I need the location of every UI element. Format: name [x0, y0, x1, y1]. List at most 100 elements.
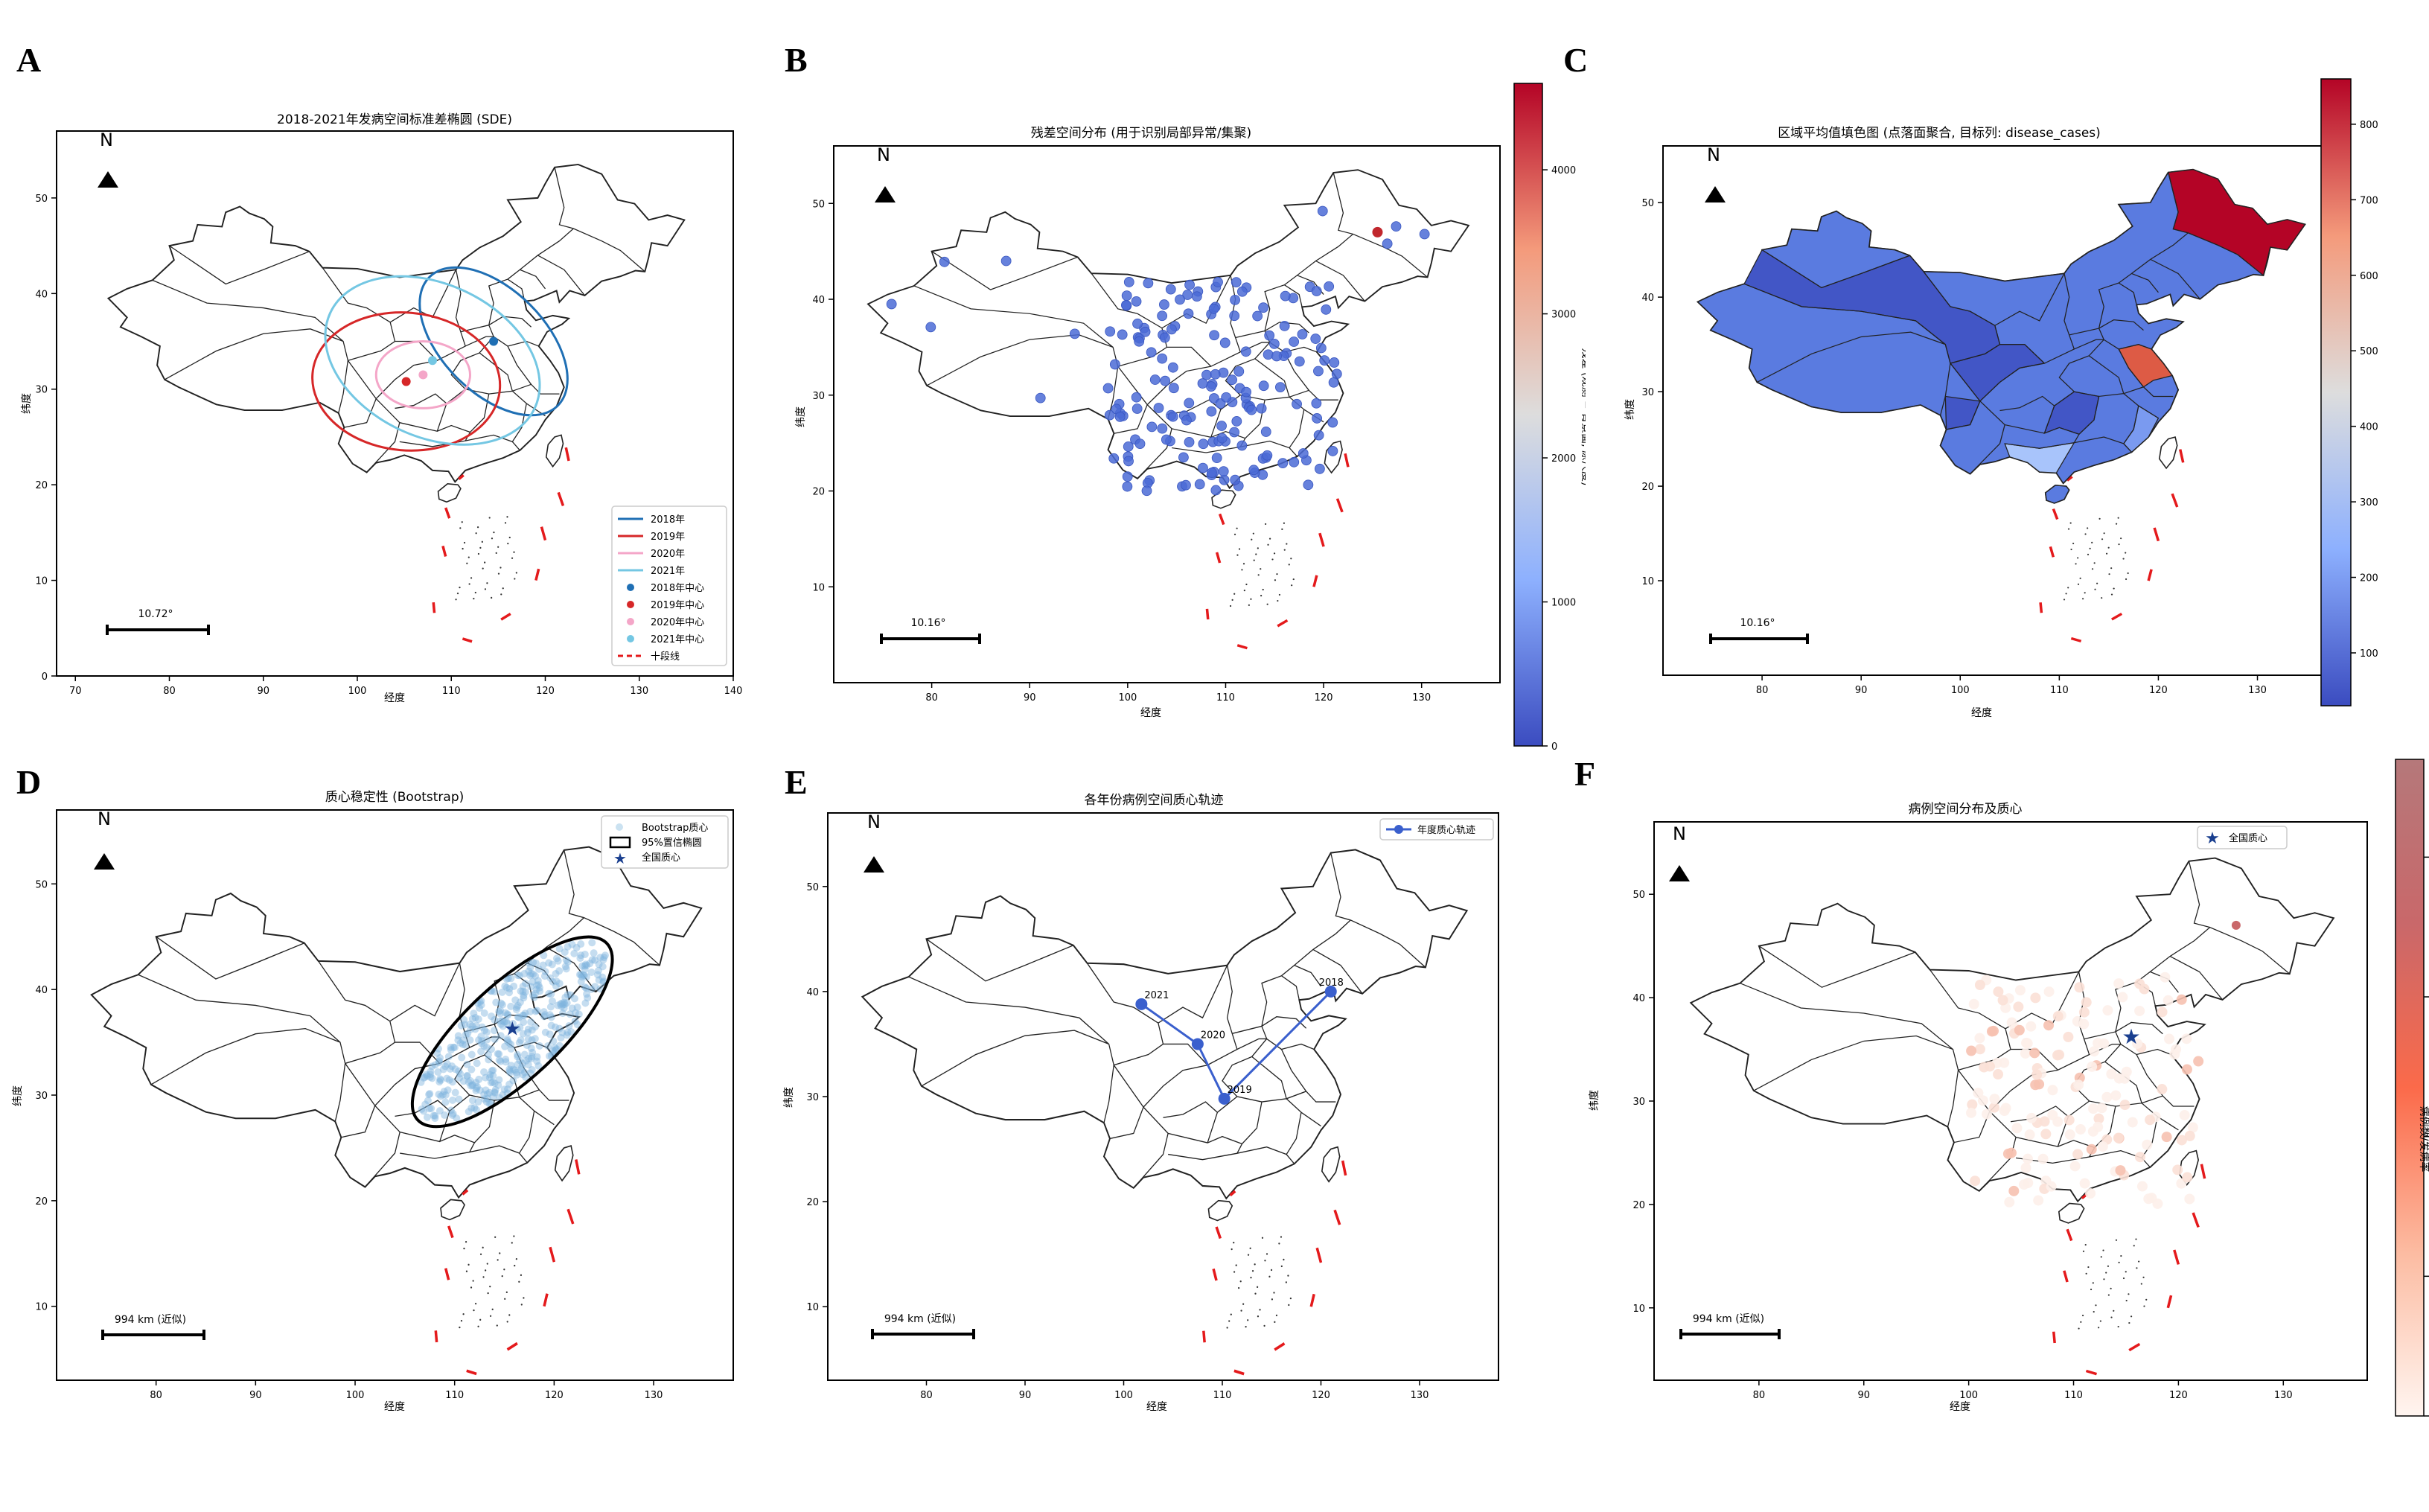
bootstrap-centroid: [457, 1021, 465, 1030]
residual-point: [1131, 403, 1143, 414]
bootstrap-centroid: [467, 1104, 476, 1112]
island-dot: [1290, 558, 1292, 560]
panel-c-filled-regions: [1698, 170, 2305, 503]
bootstrap-centroid: [509, 1020, 517, 1028]
case-point: [2078, 1007, 2090, 1018]
island-dot: [2115, 523, 2118, 525]
bootstrap-centroid: [529, 958, 537, 966]
bootstrap-centroid: [532, 986, 540, 994]
bootstrap-centroid: [532, 1007, 540, 1015]
island-dot: [1255, 553, 1257, 555]
island-dot: [2093, 562, 2096, 564]
panel-c-title: 区域平均值填色图 (点落面聚合, 目标列: disease_cases): [1778, 126, 2101, 141]
province-borders: [909, 853, 1426, 1188]
x-tick-label: 90: [249, 1390, 262, 1401]
residual-point: [1134, 438, 1146, 449]
residual-point: [939, 256, 950, 267]
bootstrap-centroid: [466, 1036, 474, 1044]
bootstrap-centroid: [514, 1013, 522, 1021]
residual-point: [1210, 485, 1222, 496]
bootstrap-centroid: [485, 1050, 493, 1059]
x-tick-label: 100: [1118, 692, 1137, 704]
case-point: [2087, 1061, 2098, 1072]
island-dot: [2130, 1315, 2133, 1318]
bootstrap-centroid: [588, 956, 596, 964]
y-tick-label: 10: [1632, 1304, 1645, 1315]
bootstrap-centroid: [456, 1074, 464, 1082]
bootstrap-centroid: [547, 1013, 555, 1021]
taiwan-outline: [555, 1146, 573, 1181]
island-dot: [2108, 573, 2110, 575]
bootstrap-centroid: [584, 994, 592, 1002]
bootstrap-centroid: [501, 1042, 509, 1050]
island-dot: [1261, 1237, 1264, 1239]
bootstrap-centroid: [558, 1009, 566, 1018]
bootstrap-centroid: [497, 1007, 505, 1015]
island-dot: [1226, 1327, 1228, 1329]
bootstrap-centroid: [505, 1039, 513, 1047]
colorbar-gradient: [1513, 83, 1543, 747]
island-dot: [1288, 1304, 1290, 1307]
island-dot: [484, 588, 487, 590]
case-point: [2110, 1090, 2122, 1101]
bootstrap-centroid: [534, 1062, 543, 1070]
panel-d-x-ticks: 80 90 100 110 120 130: [150, 1380, 663, 1401]
island-dot: [497, 1259, 499, 1261]
case-point: [2075, 1123, 2086, 1135]
bootstrap-centroid: [570, 995, 578, 1003]
island-dot: [2125, 1299, 2128, 1302]
island-dot: [1254, 1292, 1257, 1295]
island-dot: [459, 1326, 461, 1329]
bootstrap-centroid: [425, 1091, 433, 1099]
legend-item: 2021年中心: [651, 634, 704, 645]
panel-d-north-label: N: [98, 808, 111, 829]
bootstrap-centroid: [579, 971, 587, 979]
residual-point: [1256, 403, 1267, 414]
island-dot: [1287, 1275, 1289, 1277]
case-point: [2171, 1044, 2182, 1055]
bootstrap-centroid: [489, 1066, 497, 1074]
y-tick-label: 10: [35, 576, 48, 587]
island-dot: [459, 586, 461, 589]
bootstrap-centroid: [513, 1004, 521, 1012]
bootstrap-centroid: [426, 1073, 434, 1081]
north-arrow-icon: [875, 186, 896, 202]
island-dot: [489, 1315, 492, 1317]
panel-c-choropleth-chart: 区域平均值填色图 (点落面聚合, 目标列: disease_cases) N 1…: [1624, 78, 2378, 719]
bootstrap-centroid: [516, 998, 524, 1007]
island-dot: [468, 583, 470, 585]
bootstrap-centroid: [447, 1106, 455, 1114]
island-dot: [484, 561, 486, 564]
residual-point: [1181, 479, 1191, 491]
island-dot: [1253, 559, 1255, 561]
y-tick-label: 10: [806, 1302, 819, 1313]
bootstrap-centroid: [511, 996, 520, 1004]
north-arrow-icon: [1705, 186, 1726, 202]
island-dot: [1240, 1310, 1242, 1312]
bootstrap-centroid: [423, 1072, 431, 1080]
residual-point: [1240, 346, 1251, 357]
bootstrap-centroid: [478, 1023, 486, 1031]
bootstrap-centroid: [522, 979, 530, 987]
bootstrap-centroid: [505, 1080, 514, 1088]
bootstrap-centroid: [581, 983, 589, 992]
bootstrap-centroid: [460, 1015, 468, 1024]
x-tick-label: 130: [2248, 685, 2267, 696]
bootstrap-centroid: [444, 1086, 452, 1094]
bootstrap-centroid: [482, 1074, 490, 1082]
island-dot: [2143, 1305, 2145, 1307]
island-dot: [2110, 567, 2113, 570]
residual-point: [886, 299, 897, 310]
bootstrap-centroid: [557, 1033, 565, 1042]
panel-d-axes-frame: [56, 809, 734, 1381]
north-arrow-icon: [864, 856, 884, 873]
island-dot: [504, 522, 507, 524]
island-dot: [1267, 543, 1269, 546]
bootstrap-centroid: [529, 970, 537, 978]
residual-point: [1157, 423, 1168, 434]
island-dot: [2107, 1294, 2110, 1296]
island-dot: [2091, 568, 2094, 570]
case-point: [2008, 1185, 2020, 1196]
panel-f-xlabel: 经度: [1950, 1401, 1970, 1413]
case-point: [1966, 1045, 1977, 1056]
